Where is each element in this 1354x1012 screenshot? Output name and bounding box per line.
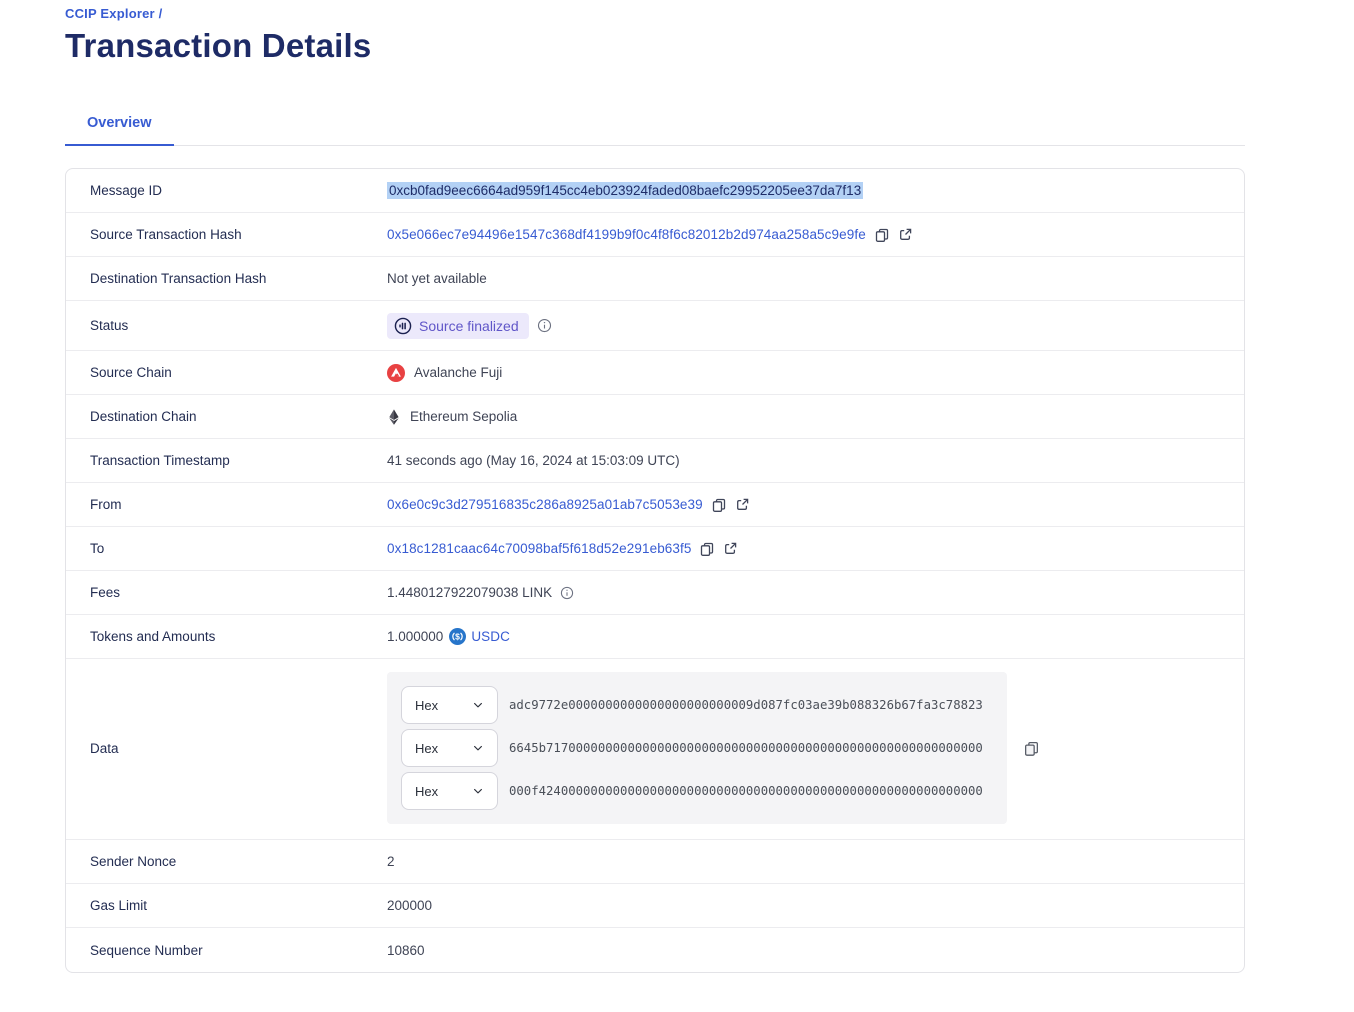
data-line: Hex adc9772e0000000000000000000000009d08…: [401, 686, 993, 724]
avalanche-icon: [387, 363, 405, 382]
data-label: Data: [90, 740, 119, 756]
row-source-chain: Source Chain Avalanche Fuji: [66, 351, 1244, 395]
status-badge: Source finalized: [387, 312, 529, 339]
chevron-down-icon: [474, 788, 482, 794]
row-dest-tx-hash: Destination Transaction Hash Not yet ava…: [66, 257, 1244, 301]
status-info-icon[interactable]: [537, 318, 552, 333]
message-id-value: 0xcb0fad9eec6664ad959f145cc4eb023924fade…: [387, 182, 864, 199]
row-source-tx-hash: Source Transaction Hash 0x5e066ec7e94496…: [66, 213, 1244, 257]
ethereum-icon: [387, 408, 401, 426]
data-hex-line: 000f424000000000000000000000000000000000…: [509, 784, 983, 798]
tab-bar: Overview: [65, 105, 1245, 146]
sender-nonce-value: 2: [387, 854, 395, 869]
dest-tx-hash-value: Not yet available: [387, 271, 487, 286]
data-line: Hex 000f42400000000000000000000000000000…: [401, 772, 993, 810]
chevron-down-icon: [474, 702, 482, 708]
breadcrumb-link[interactable]: CCIP Explorer /: [65, 6, 163, 21]
row-sender-nonce: Sender Nonce 2: [66, 840, 1244, 884]
token-symbol-link[interactable]: USDC: [471, 629, 510, 644]
sender-nonce-label: Sender Nonce: [90, 854, 177, 869]
dest-tx-hash-label: Destination Transaction Hash: [90, 271, 267, 286]
row-sequence-number: Sequence Number 10860: [66, 928, 1244, 972]
breadcrumb: CCIP Explorer /: [65, 6, 1245, 21]
token-amount: 1.000000: [387, 629, 444, 644]
source-tx-hash-label: Source Transaction Hash: [90, 227, 242, 242]
row-fees: Fees 1.4480127922079038 LINK: [66, 571, 1244, 615]
fees-value: 1.4480127922079038 LINK: [387, 585, 553, 600]
row-gas-limit: Gas Limit 200000: [66, 884, 1244, 928]
gas-limit-label: Gas Limit: [90, 898, 148, 913]
status-label: Status: [90, 318, 129, 333]
page: CCIP Explorer / Transaction Details Over…: [65, 0, 1245, 973]
source-chain-name: Avalanche Fuji: [414, 365, 503, 380]
gas-limit-value: 200000: [387, 898, 433, 913]
to-label: To: [90, 541, 105, 556]
message-id-label: Message ID: [90, 183, 163, 198]
data-hex-line: 6645b71700000000000000000000000000000000…: [509, 741, 983, 755]
data-hex-box: Hex adc9772e0000000000000000000000009d08…: [387, 672, 1007, 824]
copy-icon[interactable]: [874, 227, 890, 243]
tab-overview[interactable]: Overview: [65, 105, 174, 146]
chevron-down-icon: [474, 745, 482, 751]
from-address-link[interactable]: 0x6e0c9c3d279516835c286a8925a01ab7c5053e…: [387, 497, 703, 512]
hex-format-dropdown[interactable]: Hex: [401, 686, 498, 724]
dest-chain-name: Ethereum Sepolia: [410, 409, 518, 424]
row-dest-chain: Destination Chain Ethereum Sepolia: [66, 395, 1244, 439]
tokens-label: Tokens and Amounts: [90, 629, 216, 644]
breadcrumb-separator: /: [158, 6, 163, 21]
copy-icon[interactable]: [711, 497, 727, 513]
fees-info-icon[interactable]: [560, 586, 574, 600]
row-status: Status Source finalized: [66, 301, 1244, 351]
hex-format-dropdown[interactable]: Hex: [401, 772, 498, 810]
hex-format-label: Hex: [415, 783, 439, 799]
svg-text:$: $: [455, 632, 460, 642]
copy-icon[interactable]: [699, 541, 715, 557]
source-chain-value: Avalanche Fuji: [387, 363, 503, 382]
external-link-icon[interactable]: [723, 541, 738, 556]
to-address-link[interactable]: 0x18c1281caac64c70098baf5f618d52e291eb63…: [387, 541, 692, 556]
data-hex-line: adc9772e0000000000000000000000009d087fc0…: [509, 698, 983, 712]
data-line: Hex 6645b7170000000000000000000000000000…: [401, 729, 993, 767]
source-finalized-icon: [394, 317, 412, 335]
from-label: From: [90, 497, 122, 512]
dest-chain-label: Destination Chain: [90, 409, 197, 424]
sequence-number-value: 10860: [387, 942, 425, 958]
hex-format-dropdown[interactable]: Hex: [401, 729, 498, 767]
sequence-number-label: Sequence Number: [90, 942, 203, 958]
source-tx-hash-link[interactable]: 0x5e066ec7e94496e1547c368df4199b9f0c4f8f…: [387, 227, 866, 242]
timestamp-value: 41 seconds ago (May 16, 2024 at 15:03:09…: [387, 453, 680, 468]
page-title: Transaction Details: [65, 27, 372, 64]
dest-chain-value: Ethereum Sepolia: [387, 408, 517, 426]
timestamp-label: Transaction Timestamp: [90, 453, 230, 468]
source-chain-label: Source Chain: [90, 365, 172, 380]
external-link-icon[interactable]: [735, 497, 750, 512]
hex-format-label: Hex: [415, 740, 439, 756]
external-link-icon[interactable]: [898, 227, 913, 242]
row-data: Data Hex adc9772e00000000000000000000000…: [66, 659, 1244, 840]
row-to: To 0x18c1281caac64c70098baf5f618d52e291e…: [66, 527, 1244, 571]
row-message-id: Message ID 0xcb0fad9eec6664ad959f145cc4e…: [66, 169, 1244, 213]
transaction-details-table: Message ID 0xcb0fad9eec6664ad959f145cc4e…: [65, 168, 1245, 973]
copy-data-icon[interactable]: [1023, 740, 1040, 757]
hex-format-label: Hex: [415, 697, 439, 713]
row-tokens: Tokens and Amounts 1.000000 $ USDC: [66, 615, 1244, 659]
usdc-icon: $: [449, 628, 467, 645]
row-timestamp: Transaction Timestamp 41 seconds ago (Ma…: [66, 439, 1244, 483]
fees-label: Fees: [90, 585, 121, 600]
token-link[interactable]: $ USDC: [449, 628, 510, 645]
row-from: From 0x6e0c9c3d279516835c286a8925a01ab7c…: [66, 483, 1244, 527]
status-badge-text: Source finalized: [419, 317, 519, 334]
